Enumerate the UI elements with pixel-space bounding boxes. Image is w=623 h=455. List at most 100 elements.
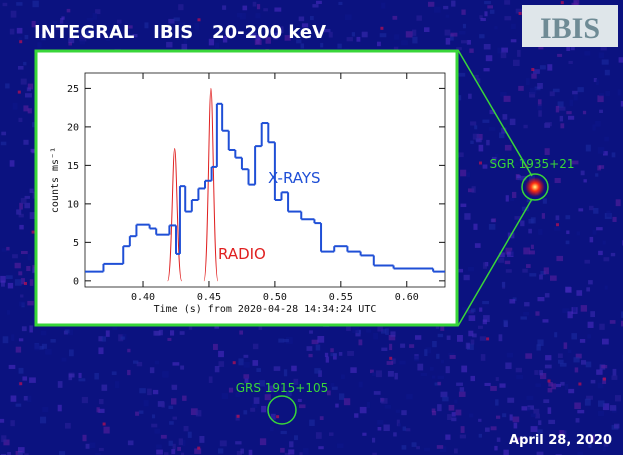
- noise-pixel: [517, 437, 523, 441]
- noise-pixel: [537, 83, 543, 89]
- noise-pixel: [540, 271, 546, 275]
- noise-pixel: [513, 59, 520, 67]
- noise-pixel: [183, 426, 189, 432]
- noise-pixel: [24, 282, 27, 285]
- noise-pixel: [274, 7, 282, 12]
- noise-pixel: [379, 33, 387, 38]
- noise-pixel: [574, 367, 579, 373]
- noise-pixel: [479, 15, 483, 19]
- noise-pixel: [597, 411, 604, 417]
- noise-pixel: [505, 195, 509, 202]
- noise-pixel: [401, 410, 407, 416]
- noise-pixel: [513, 422, 518, 429]
- noise-pixel: [164, 452, 169, 455]
- noise-pixel: [346, 37, 353, 42]
- series-label: X-RAYS: [268, 169, 321, 187]
- noise-pixel: [59, 451, 66, 455]
- noise-pixel: [424, 27, 430, 33]
- noise-pixel: [483, 44, 491, 50]
- noise-pixel: [516, 374, 524, 380]
- radio-pulse: [203, 87, 219, 282]
- noise-pixel: [572, 306, 577, 313]
- noise-pixel: [557, 353, 563, 359]
- noise-pixel: [29, 212, 35, 219]
- noise-pixel: [520, 220, 525, 227]
- noise-pixel: [86, 18, 94, 22]
- noise-pixel: [575, 418, 580, 423]
- noise-pixel: [431, 375, 436, 379]
- noise-pixel: [89, 31, 94, 37]
- noise-pixel: [602, 240, 606, 245]
- noise-pixel: [154, 428, 160, 434]
- noise-pixel: [589, 205, 594, 211]
- noise-pixel: [570, 45, 575, 51]
- noise-pixel: [559, 362, 567, 367]
- x-tick-label: 0.60: [395, 292, 419, 303]
- noise-pixel: [526, 161, 530, 166]
- noise-pixel: [337, 43, 342, 49]
- noise-pixel: [547, 379, 551, 383]
- noise-pixel: [281, 386, 285, 392]
- noise-pixel: [151, 423, 158, 428]
- noise-pixel: [169, 421, 174, 425]
- noise-pixel: [3, 439, 10, 446]
- noise-pixel: [10, 420, 15, 427]
- noise-pixel: [423, 447, 430, 452]
- noise-pixel: [482, 319, 487, 325]
- noise-pixel: [437, 381, 442, 386]
- noise-pixel: [602, 338, 609, 345]
- noise-pixel: [96, 407, 100, 413]
- noise-pixel: [519, 175, 527, 181]
- noise-pixel: [152, 414, 156, 419]
- noise-pixel: [366, 329, 372, 333]
- noise-pixel: [489, 109, 496, 115]
- noise-pixel: [502, 114, 508, 120]
- noise-pixel: [526, 198, 533, 203]
- noise-pixel: [127, 440, 134, 446]
- noise-pixel: [18, 271, 23, 276]
- noise-pixel: [440, 391, 448, 398]
- noise-pixel: [18, 117, 23, 123]
- noise-pixel: [112, 324, 118, 330]
- noise-pixel: [362, 432, 367, 436]
- noise-pixel: [39, 345, 44, 350]
- noise-pixel: [218, 361, 225, 367]
- noise-pixel: [526, 78, 530, 85]
- noise-pixel: [479, 161, 482, 165]
- noise-pixel: [586, 287, 591, 292]
- noise-pixel: [19, 382, 23, 386]
- noise-pixel: [78, 378, 86, 382]
- noise-pixel: [166, 41, 173, 48]
- noise-pixel: [480, 354, 486, 361]
- noise-pixel: [595, 79, 599, 85]
- noise-pixel: [61, 16, 65, 20]
- noise-pixel: [545, 355, 552, 361]
- noise-pixel: [478, 144, 484, 152]
- noise-pixel: [614, 423, 620, 429]
- noise-pixel: [371, 372, 376, 377]
- noise-pixel: [221, 393, 228, 400]
- noise-pixel: [299, 452, 303, 455]
- noise-pixel: [446, 335, 451, 340]
- noise-pixel: [504, 260, 511, 265]
- noise-pixel: [29, 377, 36, 383]
- noise-pixel: [32, 0, 39, 8]
- noise-pixel: [358, 339, 363, 346]
- noise-pixel: [291, 365, 297, 372]
- noise-pixel: [68, 41, 73, 46]
- source-label: SGR 1935+21: [490, 157, 575, 171]
- noise-pixel: [263, 8, 268, 12]
- noise-pixel: [261, 405, 267, 413]
- noise-pixel: [543, 399, 550, 404]
- noise-pixel: [451, 417, 457, 422]
- noise-pixel: [243, 354, 249, 358]
- noise-pixel: [490, 426, 497, 431]
- noise-pixel: [556, 223, 559, 227]
- noise-pixel: [469, 413, 474, 418]
- noise-pixel: [454, 448, 458, 454]
- noise-pixel: [396, 419, 400, 427]
- noise-pixel: [187, 431, 192, 438]
- noise-pixel: [503, 95, 511, 102]
- noise-pixel: [596, 227, 603, 231]
